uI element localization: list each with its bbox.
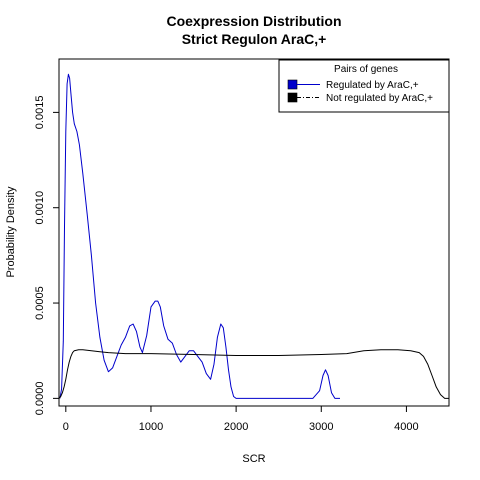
x-tick-label: 2000 — [224, 421, 248, 433]
legend-box — [278, 59, 450, 113]
x-tick-label: 0 — [63, 421, 69, 433]
series-line-regulated — [59, 73, 340, 399]
y-axis: 0.0000 0.0005 0.0010 0.0015 — [34, 96, 59, 416]
x-tick-label: 1000 — [139, 421, 163, 433]
y-tick-label: 0.0010 — [34, 191, 46, 225]
y-tick-label: 0.0005 — [34, 286, 46, 320]
plot-frame — [58, 58, 450, 407]
legend: Pairs of genes Regulated by AraC,+ Not r… — [278, 59, 450, 113]
x-axis-label: SCR — [242, 453, 265, 465]
legend-title: Pairs of genes — [334, 64, 398, 75]
legend-swatch-not-regulated — [287, 92, 298, 103]
legend-entry-not-regulated: Not regulated by AraC,+ — [326, 93, 433, 104]
chart-title-line-1: Coexpression Distribution — [166, 13, 341, 29]
x-axis: 0 1000 2000 3000 4000 — [63, 406, 419, 433]
series-layer — [59, 73, 449, 399]
series-line-not-regulated — [59, 349, 449, 399]
x-tick-label: 4000 — [394, 421, 418, 433]
legend-swatch-regulated — [287, 79, 298, 90]
y-tick-label: 0.0015 — [34, 96, 46, 130]
y-axis-label: Probability Density — [5, 186, 17, 278]
y-tick-label: 0.0000 — [34, 382, 46, 416]
legend-entry-regulated: Regulated by AraC,+ — [326, 80, 419, 91]
chart-title-line-2: Strict Regulon AraC,+ — [182, 31, 327, 47]
x-tick-label: 3000 — [309, 421, 333, 433]
